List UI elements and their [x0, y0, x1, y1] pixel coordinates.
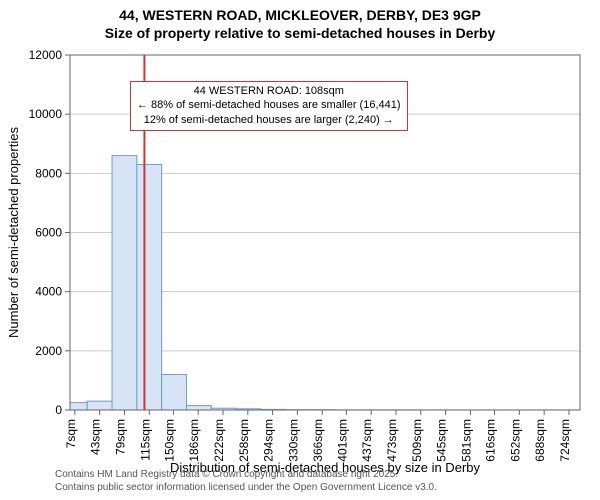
credits-line1: Contains HM Land Registry data © Crown c… [55, 468, 437, 481]
svg-text:258sqm: 258sqm [237, 419, 251, 462]
chart-container: { "title_line1": "44, WESTERN ROAD, MICK… [0, 0, 600, 500]
svg-text:4000: 4000 [35, 285, 62, 299]
svg-text:437sqm: 437sqm [360, 419, 374, 462]
bar [137, 164, 162, 410]
credits: Contains HM Land Registry data © Crown c… [55, 468, 437, 494]
svg-text:294sqm: 294sqm [262, 419, 276, 462]
svg-text:0: 0 [55, 403, 62, 417]
histogram-plot: 0 2000 4000 6000 8000 10000 12000 7sqm 43sqm 79sq… [0, 0, 600, 480]
svg-text:43sqm: 43sqm [89, 419, 103, 455]
svg-text:330sqm: 330sqm [286, 419, 300, 462]
bar [70, 403, 87, 410]
svg-text:10000: 10000 [29, 107, 63, 121]
svg-text:8000: 8000 [35, 166, 62, 180]
svg-text:366sqm: 366sqm [311, 419, 325, 462]
annotation-line2: ← 88% of semi-detached houses are smalle… [137, 98, 401, 113]
svg-text:12000: 12000 [29, 48, 63, 62]
bar [87, 401, 112, 410]
annotation-line3: 12% of semi-detached houses are larger (… [137, 113, 401, 128]
svg-text:688sqm: 688sqm [533, 419, 547, 462]
svg-text:79sqm: 79sqm [113, 419, 127, 455]
svg-text:222sqm: 222sqm [212, 419, 226, 462]
svg-text:186sqm: 186sqm [187, 419, 201, 462]
bar [162, 375, 187, 411]
svg-text:724sqm: 724sqm [558, 419, 572, 462]
svg-text:509sqm: 509sqm [410, 419, 424, 462]
svg-text:7sqm: 7sqm [64, 419, 78, 448]
svg-text:150sqm: 150sqm [162, 419, 176, 462]
bar [112, 156, 137, 410]
svg-text:652sqm: 652sqm [508, 419, 522, 462]
annotation-box: 44 WESTERN ROAD: 108sqm ← 88% of semi-de… [130, 81, 408, 132]
svg-text:115sqm: 115sqm [138, 419, 152, 461]
svg-text:545sqm: 545sqm [435, 419, 449, 462]
svg-text:401sqm: 401sqm [335, 419, 349, 462]
svg-text:2000: 2000 [35, 344, 62, 358]
svg-text:581sqm: 581sqm [459, 419, 473, 462]
svg-text:473sqm: 473sqm [385, 419, 399, 462]
svg-text:6000: 6000 [35, 226, 62, 240]
y-axis-label: Number of semi-detached properties [6, 127, 21, 338]
credits-line2: Contains public sector information licen… [55, 481, 437, 494]
bar [186, 406, 211, 410]
svg-text:616sqm: 616sqm [484, 419, 498, 462]
annotation-line1: 44 WESTERN ROAD: 108sqm [137, 84, 401, 99]
